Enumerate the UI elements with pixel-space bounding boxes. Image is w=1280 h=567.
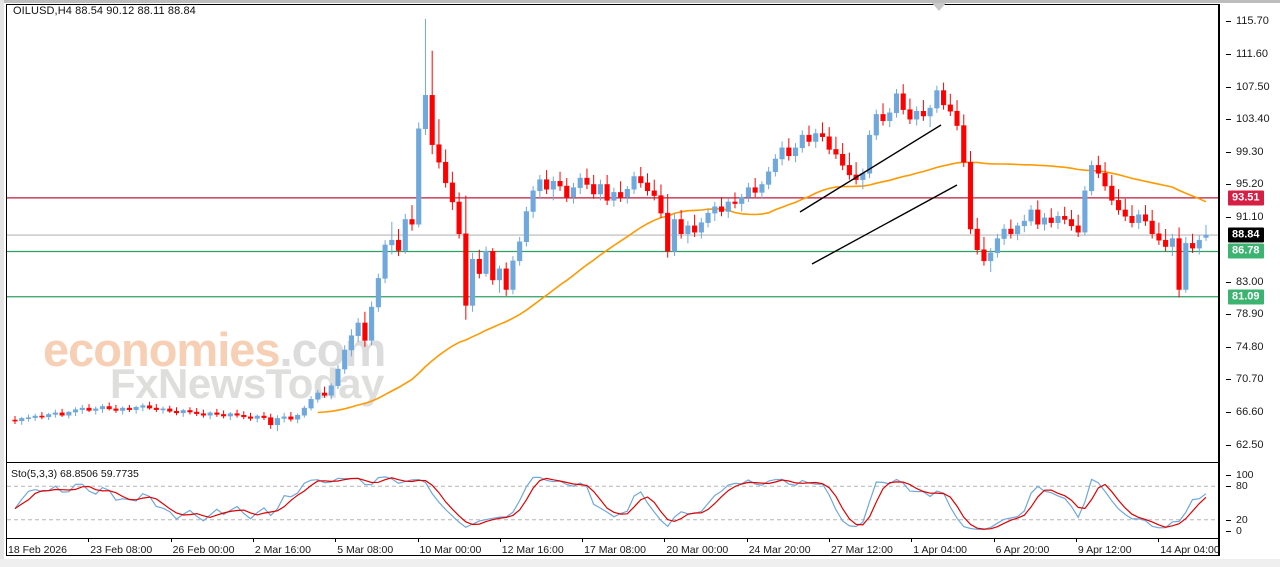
bottom-margin <box>0 559 1280 567</box>
price-tick-mark <box>1226 444 1231 446</box>
time-tick-mark <box>1158 538 1160 542</box>
time-tick-mark <box>170 538 172 542</box>
time-axis-label: 18 Feb 2026 <box>8 544 67 556</box>
price-badge-support[interactable]: 81.09 <box>1228 289 1264 305</box>
time-axis-label: 17 Mar 08:00 <box>584 544 646 556</box>
time-tick-mark <box>746 538 748 542</box>
price-tick-mark <box>1226 53 1231 55</box>
time-tick-mark <box>6 538 7 542</box>
time-tick-mark <box>993 538 995 542</box>
time-axis-label: 27 Mar 12:00 <box>831 544 893 556</box>
time-axis-label: 10 Mar 00:00 <box>419 544 482 556</box>
price-tick-mark <box>1226 379 1231 381</box>
time-tick-mark <box>829 538 830 542</box>
price-tick-mark <box>1226 412 1231 414</box>
indicator-header-label: Sto(5,3,3) 68.8506 59.7735 <box>11 468 139 480</box>
price-tick-mark <box>1226 21 1231 23</box>
time-axis-label: 9 Apr 12:00 <box>1077 544 1132 556</box>
price-tick-mark <box>1226 314 1231 316</box>
time-axis-label: 12 Mar 16:00 <box>501 544 564 556</box>
chart-top-marker-icon <box>932 3 946 11</box>
time-axis-label: 14 Apr 04:00 <box>1160 544 1220 556</box>
top-scrollbar[interactable] <box>0 0 1280 3</box>
time-axis-label: 1 Apr 04:00 <box>913 544 968 556</box>
price-badge-support[interactable]: 86.78 <box>1228 243 1264 259</box>
time-axis-label: 5 Mar 08:00 <box>337 544 394 556</box>
time-axis-label: 23 Feb 08:00 <box>90 544 153 556</box>
time-tick-mark <box>582 538 584 542</box>
time-tick-mark <box>664 538 666 542</box>
price-tick-label: 78.90 <box>1236 308 1264 321</box>
price-tick-label: 99.30 <box>1236 145 1264 158</box>
time-axis-label: 20 Mar 00:00 <box>666 544 729 556</box>
price-tick-mark <box>1226 119 1231 121</box>
price-tick-label: 91.10 <box>1236 211 1264 224</box>
time-axis-label: 26 Feb 00:00 <box>172 544 235 556</box>
time-axis[interactable]: 18 Feb 2026 23 Feb 08:00 26 Feb 00:00 2 Mar… <box>0 538 1280 561</box>
price-tick-label: 74.80 <box>1236 340 1264 353</box>
price-tick-mark <box>1226 217 1231 219</box>
time-tick-mark <box>1075 538 1077 542</box>
price-chart-canvas <box>7 18 1218 432</box>
time-axis-label: 6 Apr 20:00 <box>995 544 1050 556</box>
price-axis-line <box>1218 4 1220 556</box>
time-tick-mark <box>911 538 913 542</box>
price-tick-label: 111.60 <box>1236 47 1269 60</box>
price-tick-label: 95.20 <box>1236 178 1264 191</box>
price-tick-label: 70.70 <box>1236 373 1264 386</box>
time-tick-mark <box>417 538 419 542</box>
time-axis-label: 24 Mar 20:00 <box>748 544 811 556</box>
time-axis-label: 2 Mar 16:00 <box>254 544 311 556</box>
price-tick-label: 66.60 <box>1236 406 1264 419</box>
price-chart-pane[interactable] <box>7 5 1218 461</box>
time-tick-mark <box>499 538 501 542</box>
stochastic-tick-mark <box>1226 531 1231 532</box>
price-tick-mark <box>1226 346 1231 348</box>
price-tick-label: 115.70 <box>1236 15 1269 28</box>
stochastic-scale-label: 20 <box>1236 513 1248 526</box>
stochastic-canvas <box>7 476 1218 531</box>
chart-area-border <box>6 4 1219 556</box>
time-tick-mark <box>252 538 254 542</box>
time-tick-mark <box>335 538 337 542</box>
time-tick-mark <box>88 538 90 542</box>
price-badge-current-price[interactable]: 88.84 <box>1228 227 1264 243</box>
price-tick-mark <box>1226 151 1231 153</box>
symbol-header-label: OILUSD,H4 88.54 90.12 88.11 88.84 <box>13 5 196 17</box>
price-tick-label: 103.40 <box>1236 113 1270 126</box>
price-tick-mark <box>1226 184 1231 186</box>
price-tick-mark <box>1226 281 1231 283</box>
stochastic-scale-label: 80 <box>1236 480 1248 493</box>
stochastic-tick-mark <box>1226 519 1231 521</box>
price-badge-resistance[interactable]: 93.51 <box>1228 190 1264 206</box>
stochastic-scale-label: 100 <box>1236 469 1254 481</box>
price-tick-mark <box>1226 86 1231 88</box>
stochastic-indicator-pane[interactable] <box>7 467 1218 537</box>
stochastic-tick-mark <box>1226 486 1231 488</box>
price-tick-label: 83.00 <box>1236 275 1264 288</box>
left-margin <box>0 0 4 567</box>
price-axis[interactable]: 115.70 111.60 107.50 103.40 99.30 95.20 91.10 8… <box>1222 0 1280 567</box>
pane-divider <box>6 462 1219 463</box>
stochastic-scale-label: 0 <box>1236 525 1242 537</box>
price-tick-label: 62.50 <box>1236 438 1264 451</box>
price-tick-label: 107.50 <box>1236 80 1270 93</box>
time-axis-divider <box>6 538 1219 539</box>
stochastic-tick-mark <box>1226 475 1231 476</box>
